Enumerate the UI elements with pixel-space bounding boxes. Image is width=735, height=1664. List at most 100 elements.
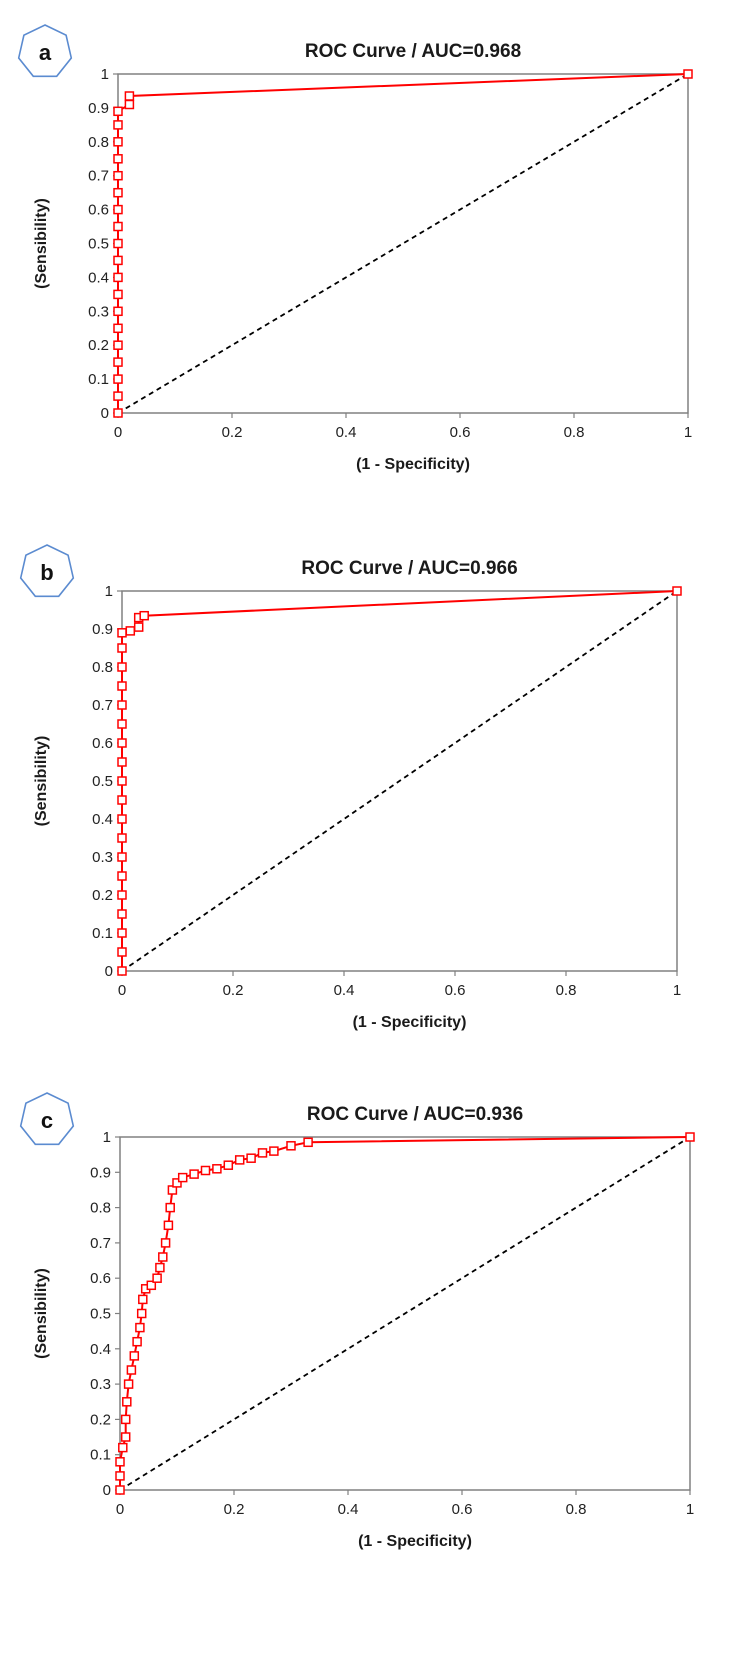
roc-point [113,357,123,367]
roc-point [115,1471,125,1481]
roc-point [286,1141,296,1151]
y-tick-label: 0.8 [92,659,113,676]
roc-point [158,1252,168,1262]
y-tick-label: 0.3 [92,849,113,866]
x-tick-label: 0 [118,982,126,999]
roc-point [115,1485,125,1495]
roc-point [155,1262,165,1273]
y-tick-label: 0.8 [88,134,109,151]
roc-point [269,1146,279,1156]
roc-point [113,272,123,283]
panel-badge-shape [17,24,73,78]
roc-curve-line [117,73,689,413]
roc-point [117,966,127,976]
panel-badge-shape [19,544,75,598]
y-tick-label: 0.6 [90,1270,111,1287]
roc-point [122,1397,132,1407]
y-tick-label: 0.4 [90,1341,111,1358]
roc-point [117,681,127,691]
y-tick-label: 1 [103,1129,111,1146]
roc-point [113,170,123,181]
roc-point [234,1155,245,1165]
x-tick-label: 0.8 [564,424,585,441]
roc-point [120,1432,131,1442]
roc-point [124,91,135,101]
y-tick-label: 0.7 [88,168,109,185]
roc-point [113,391,123,401]
roc-point [113,374,123,384]
y-tick-label: 0.2 [92,887,113,904]
roc-point [135,1322,145,1333]
y-tick-label: 0.1 [88,371,109,388]
y-tick-label: 0 [103,1482,111,1499]
roc-point [113,187,123,198]
x-tick-label: 0.8 [566,1501,587,1518]
y-tick-label: 0.9 [90,1164,111,1181]
roc-point [124,99,135,110]
chart-title: ROC Curve / AUC=0.968 [305,41,521,62]
y-tick-label: 0.5 [88,236,109,253]
roc-point [113,306,123,317]
x-tick-label: 1 [673,982,681,999]
roc-point [120,1414,131,1425]
roc-point [160,1238,171,1248]
y-tick-label: 0.9 [88,100,109,117]
roc-point [146,1280,157,1291]
roc-point [117,628,127,638]
roc-point [113,137,123,147]
y-tick-label: 0.5 [92,773,113,790]
roc-point [115,1457,125,1467]
x-tick-label: 0 [116,1501,124,1518]
roc-point [113,221,123,232]
roc-point [117,719,127,729]
roc-point [126,1365,137,1375]
panel-badge-label: c [41,1108,53,1133]
y-tick-label: 0.7 [90,1235,111,1252]
roc-point [113,255,123,266]
roc-point [117,852,127,862]
roc-point [117,738,127,748]
roc-point [117,909,127,919]
y-tick-label: 0.3 [90,1376,111,1393]
y-tick-label: 0.5 [90,1306,111,1323]
y-tick-label: 0.9 [92,621,113,638]
x-tick-label: 0.4 [338,1501,359,1518]
y-axis-label: (Sensibility) [33,198,50,289]
panel-badge-label: a [39,40,52,65]
y-tick-label: 0 [105,963,113,980]
roc-point [117,776,127,786]
roc-point [189,1169,199,1179]
chart-title: ROC Curve / AUC=0.966 [301,558,517,579]
y-tick-label: 0 [101,405,109,422]
roc-point [138,1294,148,1305]
reference-diagonal [121,590,678,972]
roc-point [123,1379,134,1389]
roc-point [117,871,127,881]
roc-point [117,757,127,767]
roc-point [113,120,123,130]
roc-point [117,643,127,653]
roc-point [117,662,127,672]
roc-point [212,1164,222,1174]
roc-point [117,947,127,957]
roc-point [672,586,682,596]
x-tick-label: 0.2 [224,1501,245,1518]
reference-diagonal [117,73,689,414]
x-axis-label: (1 - Specificity) [353,1014,467,1031]
roc-point [113,154,123,164]
roc-point [165,1202,175,1213]
roc-point [152,1273,162,1283]
roc-point [172,1178,182,1188]
roc-point [223,1160,234,1170]
roc-point [117,928,127,938]
x-tick-label: 1 [684,424,692,441]
roc-point [125,626,136,636]
y-tick-label: 0.8 [90,1200,111,1217]
roc-point [117,814,127,824]
roc-point [303,1137,313,1148]
panel-badge-shape [19,1092,75,1146]
x-axis-label: (1 - Specificity) [356,456,470,473]
roc-point [117,700,127,710]
x-axis-label: (1 - Specificity) [358,1533,472,1550]
roc-point [113,106,123,117]
